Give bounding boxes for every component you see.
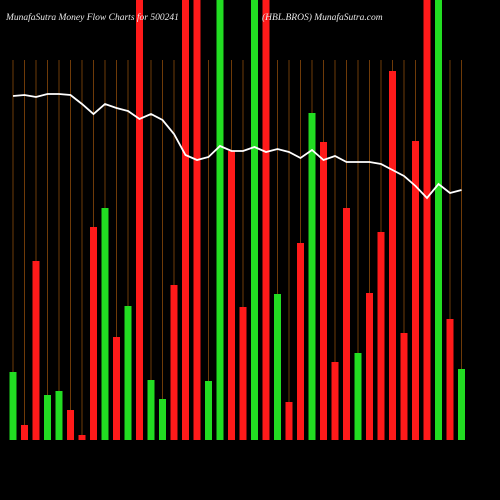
bar [274,294,281,440]
bar [182,0,189,440]
bar [101,208,109,440]
bar [400,333,408,440]
bar [170,285,178,440]
bar [320,142,327,440]
bar [136,0,143,440]
bar [90,227,97,440]
bar [389,71,396,440]
bar [78,435,86,440]
bar [67,410,74,440]
lines [12,93,462,200]
bar [239,307,247,440]
bar [193,0,201,440]
bar [297,243,304,440]
bar [21,425,28,440]
bar [147,380,155,440]
bar [343,208,350,440]
bar [377,232,385,440]
money-flow-line [12,93,462,200]
bar [251,0,258,440]
bar [216,0,224,440]
bar [113,337,120,440]
bar [228,151,235,440]
bar [262,0,270,440]
bar [366,293,373,440]
bar [159,399,166,440]
bar [124,306,132,440]
bar [308,113,316,440]
bar [205,381,212,440]
bar [423,0,431,440]
chart-subtitle: (HBL.BROS) MunafaSutra.com [262,12,383,23]
bar [331,362,339,440]
bar [44,395,51,440]
bar [285,402,293,440]
bar [32,261,40,440]
bar [354,353,362,440]
bar [412,141,419,440]
bar [435,0,442,440]
bars [9,0,465,440]
bar [446,319,454,440]
bar [458,369,465,440]
chart-title: MunafaSutra Money Flow Charts for 500241 [5,12,179,23]
bar [55,391,63,440]
bar [9,372,17,440]
